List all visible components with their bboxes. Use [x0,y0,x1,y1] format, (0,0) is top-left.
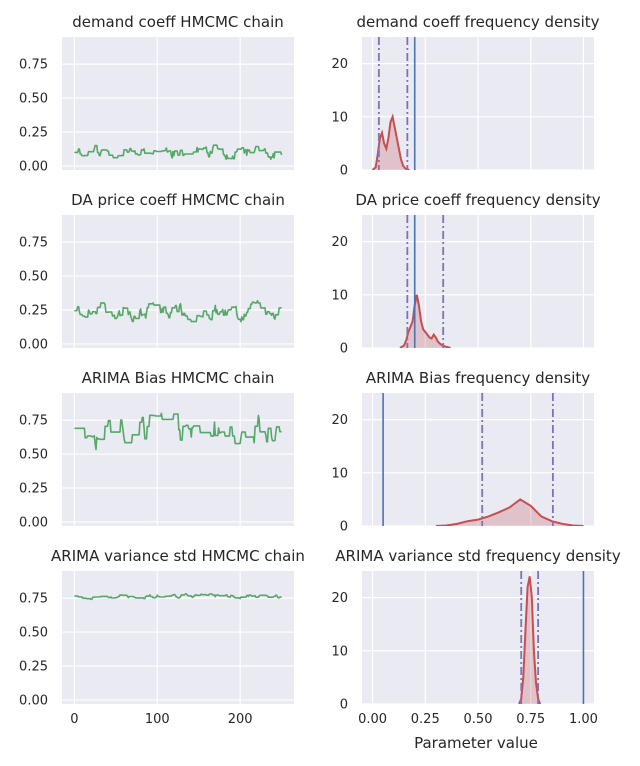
y-tick-label: 0.25 [19,304,48,319]
y-tick-label: 0.00 [19,159,48,174]
density-curve [399,294,451,348]
chain-trace-line [74,300,282,323]
chain-trace-line [74,144,283,161]
subplot-2: 0 10 20 demand coeff frequency density [331,13,599,179]
y-tick-label: 0 [340,520,348,535]
subplot-6: 0 10 20 ARIMA Bias frequency density [331,369,594,535]
y-tick-label: 0.75 [19,236,48,251]
subplot-title: demand coeff HMCMC chain [72,13,284,31]
y-tick-label: 0.00 [19,337,48,352]
y-tick-label: 0.50 [19,270,48,285]
subplot-5: 0.00 0.25 0.50 0.75 ARIMA Bias HMCMC chain [19,369,294,530]
subplot-4: 0 10 20 DA price coeff frequency density [331,191,600,357]
x-tick-label: 0.00 [358,712,387,727]
plot-area [62,393,294,526]
subplot-1: 0.00 0.25 0.50 0.75 demand coeff HMCMC chain [19,13,294,174]
y-tick-label: 10 [331,110,348,125]
y-tick-label: 0 [340,342,348,357]
chain-trace-line [74,593,282,601]
y-tick-label: 0.25 [19,482,48,497]
subplot-title: DA price coeff frequency density [355,191,600,209]
subplot-title: ARIMA Bias HMCMC chain [82,369,275,387]
x-axis-label: Parameter value [414,734,538,752]
subplot-title: ARIMA Bias frequency density [366,369,590,387]
y-tick-label: 0.50 [19,448,48,463]
y-tick-label: 0.50 [19,92,48,107]
x-tick-label: 0.50 [464,712,493,727]
y-tick-label: 0.25 [19,126,48,141]
chain-trace-line [74,412,282,451]
y-tick-label: 0 [340,164,348,179]
subplot-8: 0 10 20 0.00 0.25 0.50 0.75 1.00 ARIMA variance … [331,547,620,727]
y-tick-label: 0.75 [19,592,48,607]
y-tick-label: 20 [331,57,348,72]
subplot-7: 0.00 0.25 0.50 0.75 0 100 200 ARIMA variance st… [19,547,305,727]
y-tick-label: 20 [331,235,348,250]
y-tick-label: 0 [340,698,348,713]
subplot-3: 0.00 0.25 0.50 0.75 DA price coeff HMCMC cha… [19,191,294,352]
y-tick-label: 0.75 [19,414,48,429]
y-tick-label: 10 [331,466,348,481]
x-tick-label: 0 [70,712,78,727]
y-tick-label: 20 [331,413,348,428]
y-tick-label: 0.25 [19,660,48,675]
x-tick-label: 100 [145,712,170,727]
plot-area [62,215,294,348]
y-tick-label: 0.00 [19,515,48,530]
density-fill [400,294,451,348]
subplot-title: DA price coeff HMCMC chain [71,191,285,209]
density-curve [518,576,542,704]
y-tick-label: 0.50 [19,626,48,641]
y-tick-label: 0.75 [19,58,48,73]
y-tick-label: 20 [331,591,348,606]
y-tick-label: 10 [331,288,348,303]
subplot-title: ARIMA variance std HMCMC chain [51,547,305,565]
x-tick-label: 0.75 [516,712,545,727]
y-tick-label: 0.00 [19,693,48,708]
x-tick-label: 1.00 [569,712,598,727]
x-tick-label: 200 [228,712,253,727]
plot-area [62,571,294,704]
y-tick-label: 10 [331,644,348,659]
subplot-title: ARIMA variance std frequency density [335,547,621,565]
density-curve [435,498,584,526]
subplot-title: demand coeff frequency density [356,13,599,31]
x-tick-label: 0.25 [411,712,440,727]
